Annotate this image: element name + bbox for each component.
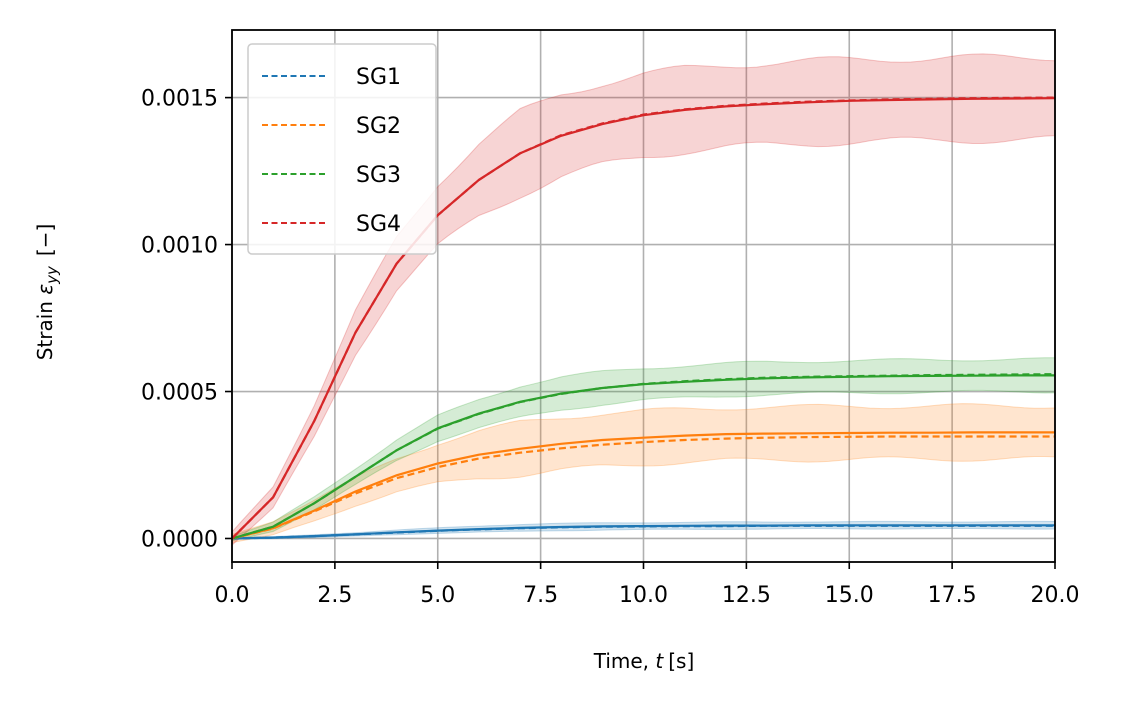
legend-label-sg2: SG2 [356,114,401,139]
series-lines [231,96,1056,540]
x-tick-label: 20.0 [1031,583,1080,608]
line-sg2 [231,431,1055,540]
axes [225,29,1056,569]
x-tick-label: 10.0 [619,583,668,608]
legend-frame [247,43,437,255]
legend: SG1 SG2 SG3 SG4 [247,43,437,255]
legend-entry-sg3: SG3 [262,163,401,188]
plot-frame [231,29,1056,563]
x-tick-label: 15.0 [825,583,874,608]
x-tick-label: 5.0 [420,583,455,608]
x-tick-label: 7.5 [523,583,558,608]
legend-entry-sg4: SG4 [262,212,401,237]
dashed-line-sg3 [231,373,1056,540]
x-tick-label: 17.5 [928,583,977,608]
legend-entry-sg2: SG2 [262,114,401,139]
y-tick-label: 0.0010 [141,234,218,259]
x-tick-label: 2.5 [317,583,352,608]
y-tick-label: 0.0015 [141,87,218,112]
tick-labels: 0.0 2.5 5.0 7.5 10.0 12.5 15.0 17.5 20.0 0.0000 0.… [141,87,1079,608]
legend-label-sg4: SG4 [356,212,401,237]
dashed-line-sg4 [231,96,1056,540]
legend-entry-sg1: SG1 [262,65,401,90]
x-tick-label: 12.5 [722,583,771,608]
y-axis-label: Strain εyy[−] [33,224,61,361]
x-tick-label: 0.0 [215,583,250,608]
y-tick-label: 0.0005 [141,381,218,406]
legend-label-sg1: SG1 [356,65,401,90]
dashed-line-sg2 [231,435,1055,540]
dashed-line-sg1 [231,524,1055,540]
x-axis-label: Time, t [s] [593,649,695,673]
legend-label-sg3: SG3 [356,163,401,188]
y-tick-label: 0.0000 [141,527,218,552]
